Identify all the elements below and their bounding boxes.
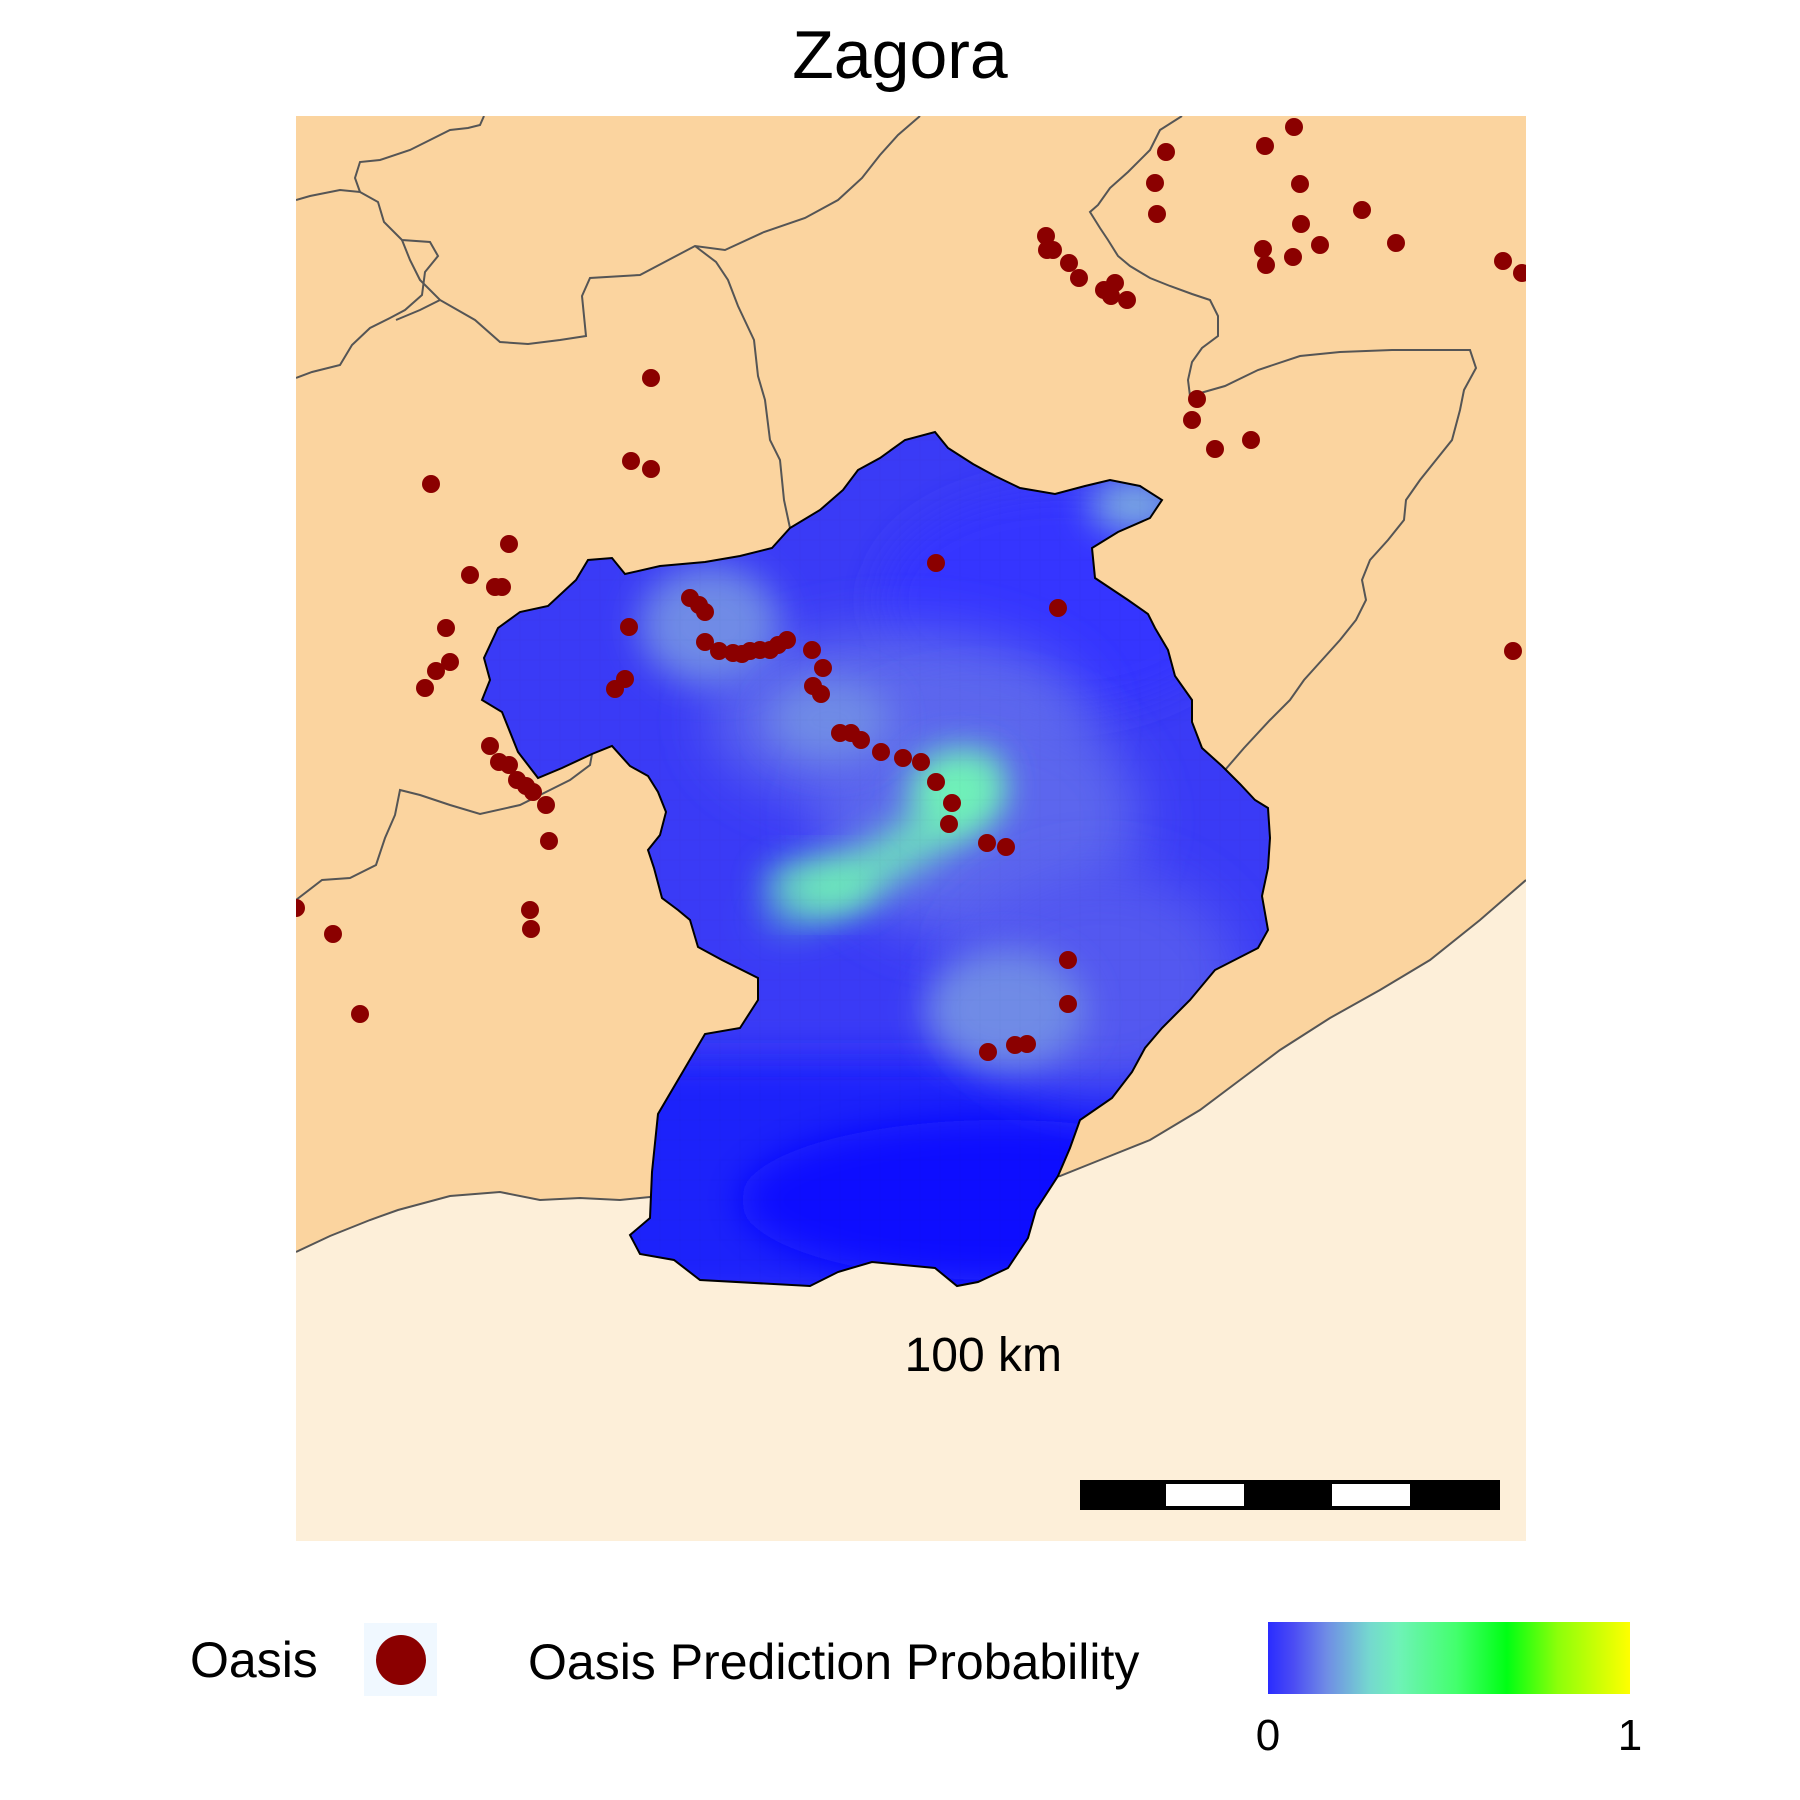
oasis-point[interactable] [1206,440,1224,458]
oasis-point[interactable] [521,901,539,919]
oasis-point[interactable] [1387,234,1405,252]
oasis-point[interactable] [606,680,624,698]
oasis-point[interactable] [1102,287,1120,305]
scale-bar [1080,1480,1500,1510]
legend-probability-label: Oasis Prediction Probability [528,1634,1140,1690]
oasis-point[interactable] [1059,951,1077,969]
oasis-point[interactable] [493,578,511,596]
oasis-point[interactable] [803,641,821,659]
oasis-point[interactable] [522,920,540,938]
map-canvas[interactable] [296,116,1526,1541]
oasis-point[interactable] [710,642,728,660]
oasis-point[interactable] [1284,248,1302,266]
oasis-point[interactable] [1049,599,1067,617]
oasis-point[interactable] [642,460,660,478]
map-panel[interactable] [296,116,1526,1541]
oasis-point[interactable] [852,731,870,749]
oasis-point[interactable] [500,756,518,774]
oasis-point[interactable] [1513,264,1526,282]
oasis-point[interactable] [416,679,434,697]
oasis-point[interactable] [1292,215,1310,233]
oasis-point[interactable] [1353,201,1371,219]
oasis-point[interactable] [1504,642,1522,660]
oasis-point[interactable] [1059,995,1077,1013]
oasis-point[interactable] [979,1043,997,1061]
oasis-point[interactable] [441,653,459,671]
scale-bar-label: 100 km [904,1329,1062,1382]
oasis-point[interactable] [422,475,440,493]
oasis-point[interactable] [1291,175,1309,193]
oasis-point[interactable] [427,662,445,680]
oasis-dot-icon [376,1635,426,1685]
oasis-point[interactable] [524,783,542,801]
oasis-point[interactable] [1256,137,1274,155]
oasis-points [296,118,1526,1061]
oasis-point[interactable] [927,554,945,572]
oasis-point[interactable] [927,773,945,791]
oasis-point[interactable] [1157,143,1175,161]
oasis-point[interactable] [620,618,638,636]
oasis-point[interactable] [1118,291,1136,309]
oasis-point[interactable] [537,796,555,814]
map-title: Zagora [792,17,1008,93]
oasis-point[interactable] [1146,174,1164,192]
oasis-point[interactable] [943,794,961,812]
oasis-point[interactable] [622,452,640,470]
oasis-point[interactable] [696,603,714,621]
oasis-point[interactable] [461,566,479,584]
oasis-point[interactable] [1037,227,1055,245]
oasis-point[interactable] [1044,241,1062,259]
oasis-point[interactable] [696,633,714,651]
legend-oasis-label: Oasis [190,1632,318,1688]
oasis-point[interactable] [1060,254,1078,272]
oasis-point[interactable] [481,737,499,755]
oasis-point[interactable] [296,899,305,917]
oasis-point[interactable] [1242,431,1260,449]
oasis-point[interactable] [1257,256,1275,274]
oasis-point[interactable] [351,1005,369,1023]
oasis-point[interactable] [540,832,558,850]
oasis-point[interactable] [778,631,796,649]
colorbar-min-label: 0 [1255,1711,1281,1760]
oasis-point[interactable] [1070,269,1088,287]
zagora-province-outline [480,430,1272,1288]
oasis-point[interactable] [1018,1035,1036,1053]
oasis-point[interactable] [872,743,890,761]
oasis-point[interactable] [1183,411,1201,429]
oasis-point[interactable] [1254,240,1272,258]
oasis-point[interactable] [814,659,832,677]
oasis-point[interactable] [324,925,342,943]
oasis-point[interactable] [437,619,455,637]
probability-colorbar [1268,1622,1630,1694]
oasis-point[interactable] [1148,205,1166,223]
oasis-point[interactable] [997,838,1015,856]
oasis-point[interactable] [1494,252,1512,270]
oasis-point[interactable] [500,535,518,553]
oasis-point[interactable] [1311,236,1329,254]
oasis-point[interactable] [912,753,930,771]
colorbar-max-label: 1 [1617,1711,1643,1760]
oasis-point[interactable] [940,815,958,833]
oasis-point[interactable] [894,749,912,767]
oasis-point[interactable] [1188,390,1206,408]
oasis-point[interactable] [642,369,660,387]
legend-oasis-key [364,1623,437,1696]
oasis-point[interactable] [812,685,830,703]
oasis-point[interactable] [978,834,996,852]
oasis-point[interactable] [1285,118,1303,136]
